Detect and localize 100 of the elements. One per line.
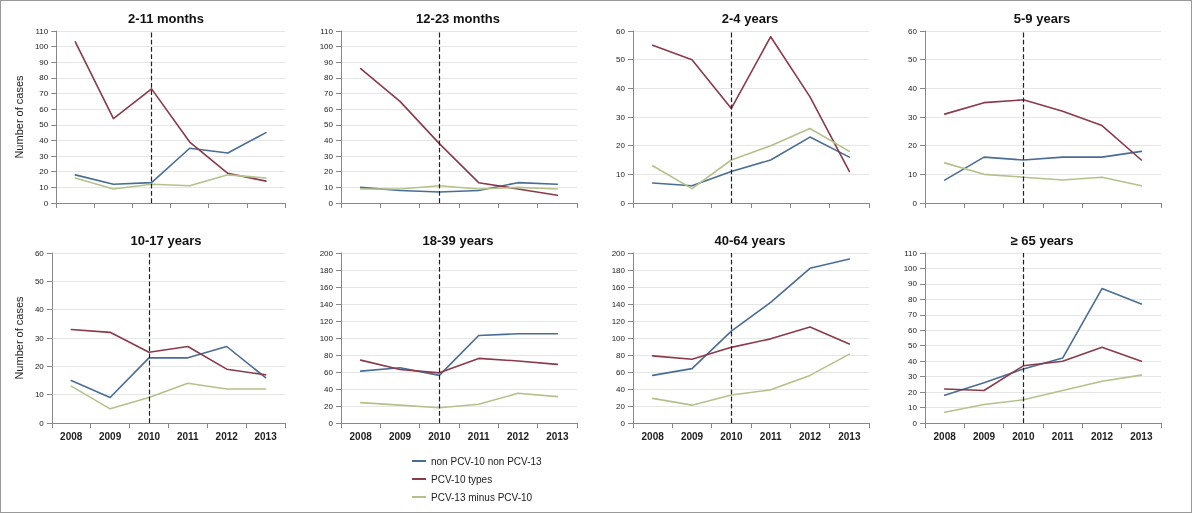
- y-tick-label: 110: [320, 26, 334, 36]
- y-tick-label: 100: [34, 42, 49, 52]
- y-tick-label: 10: [34, 390, 45, 400]
- chart-title: 2-4 years: [721, 11, 779, 26]
- x-tick-label: 2008: [933, 430, 957, 442]
- line-series: [943, 346, 1143, 392]
- y-axis-title: Number of cases: [12, 74, 25, 159]
- y-tick-label: 50: [324, 120, 334, 130]
- y-tick-label: 60: [908, 26, 918, 36]
- x-tick-label: 2011: [759, 430, 782, 442]
- line-series: [74, 174, 267, 190]
- x-tick-label: 2011: [1051, 430, 1074, 442]
- y-tick-label: 10: [908, 403, 918, 413]
- y-tick-label: 110: [35, 26, 49, 36]
- y-tick-label: 20: [324, 401, 334, 411]
- y-tick-label: 30: [908, 372, 918, 382]
- y-tick-label: 160: [611, 282, 626, 292]
- y-tick-label: 10: [39, 182, 49, 192]
- line-series: [651, 136, 851, 187]
- line-series: [359, 67, 559, 196]
- y-tick-label: 50: [34, 276, 45, 286]
- line-series: [359, 357, 559, 374]
- x-tick-label: 2010: [428, 430, 451, 442]
- x-tick-label: 2012: [506, 430, 530, 442]
- line-series: [74, 131, 267, 186]
- chart-title: 10-17 years: [130, 233, 202, 248]
- y-tick-label: 80: [908, 294, 918, 304]
- y-tick-label: 120: [319, 316, 334, 326]
- y-tick-label: 20: [908, 387, 918, 397]
- line-series: [359, 332, 559, 377]
- chart-title: 5-9 years: [1013, 11, 1071, 26]
- y-tick-label: 90: [908, 279, 918, 289]
- x-tick-label: 2009: [972, 430, 996, 442]
- line-series: [359, 181, 559, 193]
- y-tick-label: 0: [620, 198, 626, 208]
- y-tick-label: 40: [616, 83, 626, 93]
- line-series: [651, 127, 851, 190]
- y-tick-label: 0: [328, 198, 334, 208]
- line-series: [651, 326, 851, 361]
- line-series: [70, 328, 267, 376]
- x-tick-label: 2009: [388, 430, 412, 442]
- y-tick-label: 20: [908, 141, 918, 151]
- y-axis-title: Number of cases: [12, 295, 25, 380]
- y-tick-label: 40: [324, 135, 334, 145]
- y-tick-label: 60: [324, 367, 334, 377]
- y-tick-label: 80: [324, 350, 334, 360]
- x-tick-label: 2011: [467, 430, 490, 442]
- y-tick-label: 10: [908, 169, 918, 179]
- y-tick-label: 40: [324, 384, 334, 394]
- y-tick-label: 200: [611, 248, 626, 258]
- line-series: [943, 374, 1143, 413]
- y-tick-label: 50: [908, 341, 918, 351]
- y-tick-label: 20: [324, 167, 334, 177]
- y-tick-label: 0: [328, 418, 334, 428]
- y-tick-label: 140: [319, 299, 334, 309]
- line-series: [943, 99, 1143, 161]
- y-tick-label: 60: [616, 26, 626, 36]
- line-series: [74, 41, 267, 182]
- legend-label: PCV-10 types: [431, 473, 493, 485]
- y-tick-label: 40: [34, 305, 45, 315]
- x-tick-label: 2010: [1012, 430, 1035, 442]
- line-series: [943, 150, 1143, 181]
- y-tick-label: 40: [908, 83, 918, 93]
- x-tick-label: 2013: [838, 430, 861, 442]
- chart-title: 12-23 months: [416, 11, 500, 26]
- y-tick-label: 50: [616, 55, 626, 65]
- y-tick-label: 160: [319, 282, 334, 292]
- y-tick-label: 80: [324, 73, 334, 83]
- y-tick-label: 180: [319, 265, 334, 275]
- x-tick-label: 2008: [60, 430, 83, 442]
- chart-title: 18-39 years: [422, 233, 494, 248]
- y-tick-label: 0: [43, 198, 49, 208]
- y-tick-label: 20: [616, 401, 626, 411]
- line-series: [651, 258, 851, 377]
- y-tick-label: 40: [616, 384, 626, 394]
- y-tick-label: 30: [324, 151, 334, 161]
- y-tick-label: 90: [39, 57, 49, 67]
- y-tick-label: 50: [908, 55, 918, 65]
- y-tick-label: 50: [39, 120, 49, 130]
- y-tick-label: 140: [611, 299, 626, 309]
- x-tick-label: 2010: [137, 430, 161, 442]
- line-series: [70, 382, 267, 410]
- y-tick-label: 60: [39, 104, 49, 114]
- x-tick-label: 2011: [176, 430, 200, 442]
- y-tick-label: 200: [319, 248, 334, 258]
- y-tick-label: 120: [611, 316, 626, 326]
- y-tick-label: 20: [34, 361, 45, 371]
- y-tick-label: 30: [34, 333, 45, 343]
- y-tick-label: 80: [616, 350, 626, 360]
- y-tick-label: 10: [324, 182, 334, 192]
- chart-title: ≥ 65 years: [1010, 233, 1074, 248]
- x-tick-label: 2012: [215, 430, 239, 442]
- y-tick-label: 20: [616, 141, 626, 151]
- line-series: [943, 162, 1143, 187]
- x-tick-label: 2012: [1090, 430, 1114, 442]
- x-tick-label: 2012: [798, 430, 822, 442]
- chart-title: 2-11 months: [128, 11, 204, 26]
- y-tick-label: 30: [908, 112, 918, 122]
- y-tick-label: 60: [34, 248, 45, 258]
- x-tick-label: 2008: [349, 430, 373, 442]
